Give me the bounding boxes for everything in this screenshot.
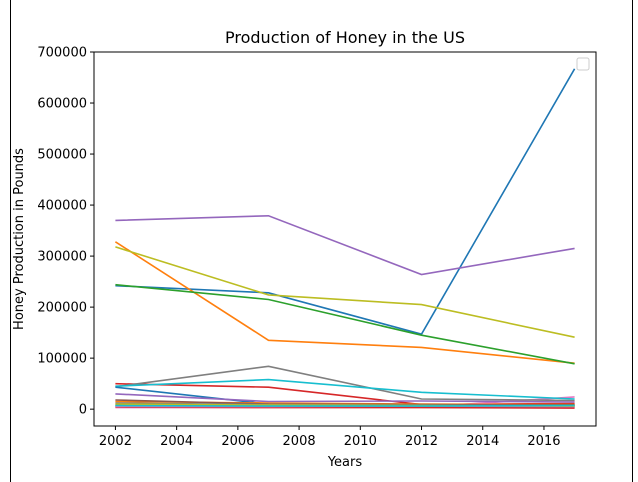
chart-title: Production of Honey in the US xyxy=(225,28,465,47)
series-line-15 xyxy=(115,393,575,403)
x-tick-label: 2004 xyxy=(160,434,193,449)
plot-area-frame xyxy=(93,51,597,427)
frame-right-border xyxy=(632,0,633,482)
series-line-2 xyxy=(114,241,575,364)
x-tick-label: 2010 xyxy=(344,434,377,449)
x-tick-label: 2012 xyxy=(405,434,438,449)
frame-left-border xyxy=(10,0,11,482)
y-tick-label: 100000 xyxy=(37,352,87,367)
y-axis-label: Honey Production in Pounds xyxy=(12,148,27,330)
series-line-9 xyxy=(115,246,575,338)
series-line-1 xyxy=(115,68,576,336)
x-tick-label: 2016 xyxy=(527,434,560,449)
y-tick-label: 600000 xyxy=(37,97,87,112)
y-tick-label: 300000 xyxy=(37,250,87,265)
x-tick-label: 2014 xyxy=(466,434,499,449)
y-tick-label: 500000 xyxy=(37,148,87,163)
series-line-20 xyxy=(115,404,575,407)
series-line-3 xyxy=(115,283,575,365)
y-tick-label: 0 xyxy=(79,403,87,418)
series-line-8 xyxy=(115,365,575,402)
series-layer xyxy=(114,68,576,409)
x-axis-label: Years xyxy=(327,455,363,470)
y-tick-label: 400000 xyxy=(37,199,87,214)
y-tick-label: 200000 xyxy=(37,301,87,316)
series-line-5 xyxy=(115,214,575,276)
y-axis: 0 100000 200000 300000 400000 500000 600000 700… xyxy=(37,46,94,418)
x-tick-label: 2006 xyxy=(221,434,254,449)
series-line-10 xyxy=(115,378,575,400)
x-axis: 2002 2004 2006 2008 2010 2012 2014 2016 xyxy=(99,426,561,449)
legend-box xyxy=(576,57,590,71)
x-tick-label: 2008 xyxy=(283,434,316,449)
x-tick-label: 2002 xyxy=(99,434,132,449)
y-tick-label: 700000 xyxy=(37,46,87,61)
